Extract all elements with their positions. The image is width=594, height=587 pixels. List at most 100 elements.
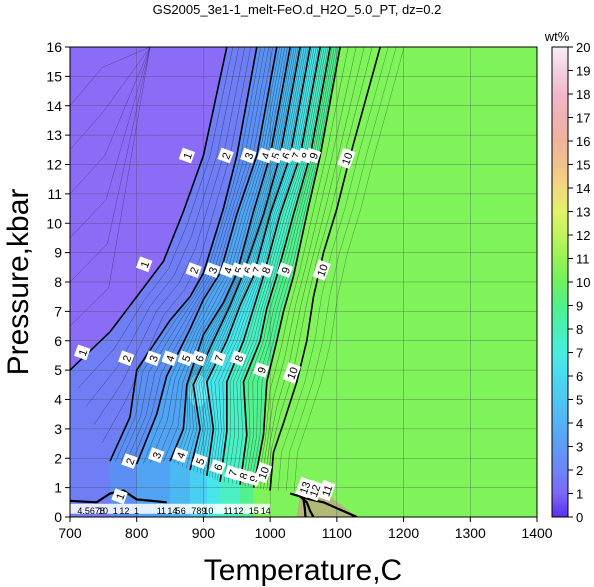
y-tick-label: 15 — [46, 68, 62, 84]
contour-layer — [70, 47, 381, 517]
contour-line-10 — [269, 47, 381, 491]
minor-contour — [70, 47, 151, 283]
x-axis: 700 800 900 1000 1100 1200 1300 1400 — [58, 517, 553, 541]
contour-label: 7 — [210, 350, 227, 367]
contour-label: 9 — [252, 362, 270, 378]
contour-label-text: 10 — [340, 151, 355, 167]
minor-contour — [70, 47, 151, 150]
contour-label-bg — [217, 147, 234, 164]
minor-contour — [70, 47, 151, 106]
minor-contour — [163, 47, 288, 462]
colorbar-tick-label: 6 — [576, 369, 583, 384]
y-tick-label: 12 — [46, 157, 62, 173]
minor-contour — [235, 47, 329, 485]
bottom-strip-label: 1 — [113, 506, 118, 516]
contour-label-bg — [240, 147, 257, 164]
minor-contour — [120, 47, 265, 463]
y-tick-label: 6 — [54, 333, 62, 349]
contour-label-text: 7 — [290, 151, 303, 161]
minor-contour — [250, 47, 339, 488]
bottom-strip-label: 14 — [261, 506, 271, 516]
minor-contour — [214, 47, 317, 480]
contour-label-text: 5 — [270, 151, 283, 161]
contour-label-bg — [210, 350, 227, 367]
colorbar-tick-label: 13 — [576, 205, 590, 220]
colorbar-tick-label: 7 — [576, 346, 583, 361]
x-tick-label: 1000 — [255, 525, 286, 541]
y-tick-label: 10 — [46, 215, 62, 231]
contour-label-text: 5 — [233, 266, 246, 276]
minor-contour — [143, 47, 280, 464]
contour-label-bg — [118, 350, 135, 367]
bottom-strip-label: 4.5678 — [77, 506, 105, 516]
contour-label-bg — [121, 453, 138, 469]
contour-label-bg — [209, 459, 226, 475]
contour-label-text: 4 — [164, 354, 177, 364]
x-tick-label: 1300 — [455, 525, 486, 541]
low-field-fill — [70, 47, 177, 365]
minor-contour — [149, 47, 283, 463]
bottom-strip-label: 14 — [167, 506, 177, 516]
contour-label-text: 10 — [257, 465, 272, 481]
contour-label: 2 — [121, 453, 138, 469]
contour-label-text: 8 — [233, 354, 246, 364]
colorbar-tick-label: 20 — [576, 40, 590, 55]
contour-label-text: 2 — [121, 354, 134, 364]
bottom-strip-label: 12 — [233, 506, 243, 516]
contour-label-text: 9 — [256, 366, 269, 376]
contour-label-text: 6 — [280, 151, 293, 161]
contour-label-text: 2 — [188, 266, 201, 276]
contour-label-text: 10 — [315, 263, 330, 279]
contour-label-bg — [257, 262, 274, 278]
contour-label-text: 2 — [220, 151, 233, 161]
colorbar-tick-label: 17 — [576, 111, 590, 126]
minor-contour — [227, 47, 325, 483]
contour-label-layer: 1234567891012345678910123456789102345678… — [70, 147, 356, 516]
contour-label: 3 — [240, 147, 257, 164]
minor-contour — [231, 47, 327, 484]
contour-label: 10 — [253, 462, 273, 484]
minor-contour — [266, 47, 373, 491]
contour-label-bg — [282, 362, 301, 384]
contour-label: 3 — [144, 350, 162, 367]
y-tick-label: 4 — [54, 392, 62, 408]
contour-label: 10 — [312, 259, 331, 281]
y-tick-label: 16 — [46, 39, 62, 55]
minor-contour — [203, 47, 309, 475]
contour-label: 8 — [257, 262, 274, 278]
colorbar-tick-label: 1 — [576, 487, 583, 502]
y-tick-label: 1 — [54, 480, 62, 496]
contour-label: 9 — [276, 262, 294, 278]
y-tick-label: 5 — [54, 362, 62, 378]
contour-label-bg — [276, 262, 294, 278]
y-axis-label: Pressure,kbar — [2, 189, 35, 376]
contour-label-bg — [304, 147, 322, 164]
colorbar-tick-label: 9 — [576, 299, 583, 314]
contour-label: 4 — [172, 447, 189, 463]
minor-contour — [286, 47, 397, 491]
contour-label-text: 12 — [308, 483, 323, 499]
contour-label: 4 — [161, 350, 178, 367]
colorbar-tick-label: 19 — [576, 64, 590, 79]
x-tick-label: 1100 — [322, 525, 352, 541]
contour-label-bg — [253, 462, 273, 484]
minor-contour — [256, 47, 349, 489]
contour-label-bg — [191, 453, 208, 469]
contour-line-9 — [252, 47, 341, 488]
minor-contour — [209, 47, 313, 478]
bottom-strip-label: 789 — [191, 506, 206, 516]
x-tick-label: 800 — [125, 525, 149, 541]
contour-label: 1 — [74, 344, 91, 361]
minor-contour — [277, 47, 389, 491]
colorbar-tick-label: 14 — [576, 181, 590, 196]
contour-label-text: 9 — [280, 266, 293, 276]
contour-label-bg — [190, 350, 208, 367]
contour-label-text: 1 — [77, 348, 90, 358]
colorbar-tick-label: 3 — [576, 440, 583, 455]
contour-label-bg — [337, 147, 356, 170]
colorbar-tick-label: 8 — [576, 322, 583, 337]
contour-label-text: 1 — [182, 151, 195, 161]
